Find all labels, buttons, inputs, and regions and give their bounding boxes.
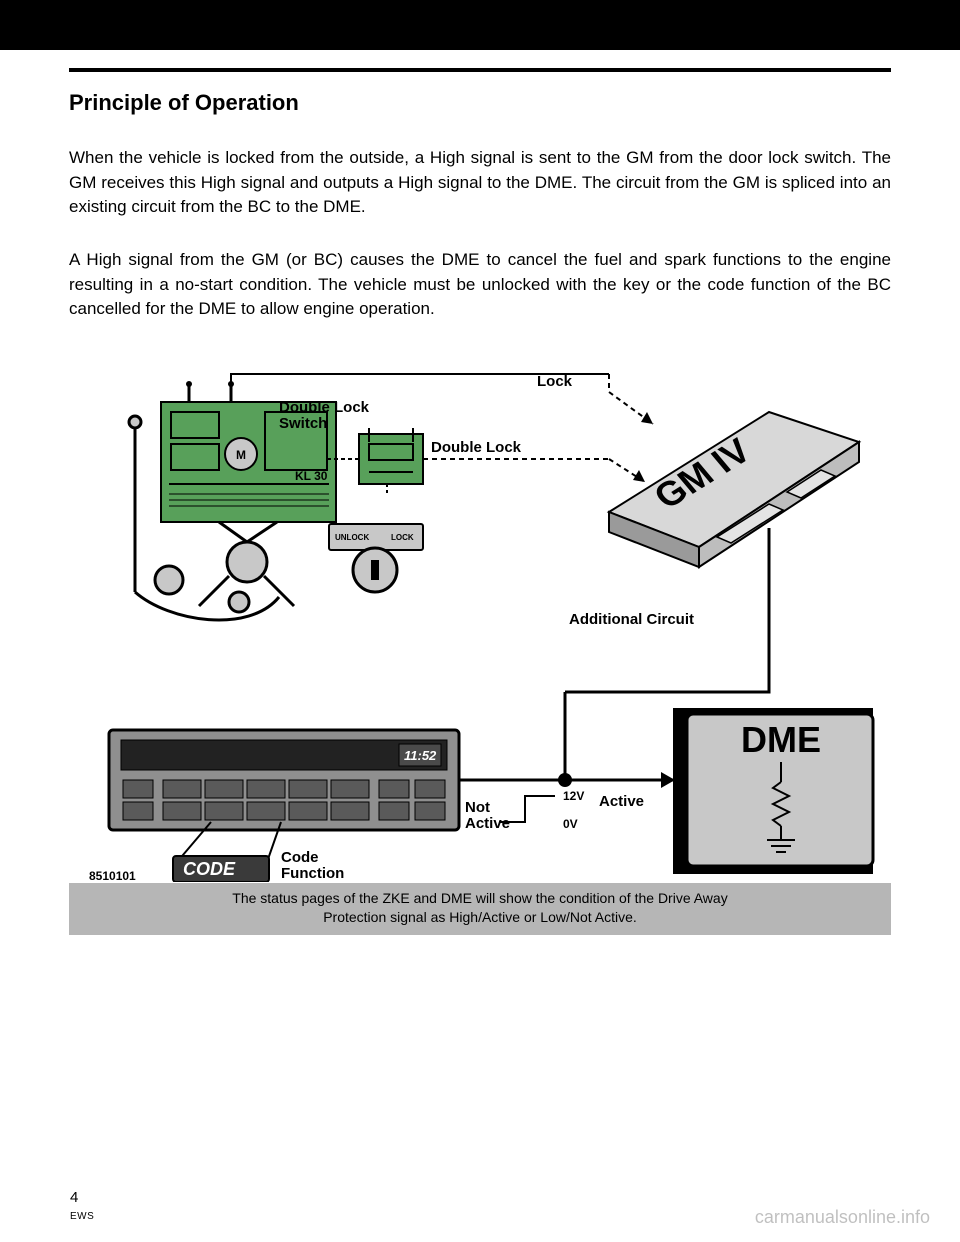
dme-label: DME [741,719,821,760]
code-badge-text: CODE [183,859,236,879]
active-label: Active [599,793,644,810]
diagram-svg: M KL 30 [69,362,891,882]
section-heading: Principle of Operation [69,90,891,116]
caption-line-1: The status pages of the ZKE and DME will… [69,889,891,908]
watermark: carmanualsonline.info [755,1207,930,1228]
v12-label: 12V [563,789,584,803]
double-lock-label: Double Lock [431,439,522,456]
figure-id: 8510101 [89,869,136,882]
content-area: Principle of Operation When the vehicle … [69,90,891,935]
not-active-2: Active [465,815,510,832]
v0-label: 0V [563,817,578,831]
svg-text:M: M [236,448,246,462]
page-number: 4 [70,1189,78,1206]
footer-code: EWS [70,1211,94,1222]
unlock-lock-switch: UNLOCK LOCK [329,524,423,592]
additional-circuit-label: Additional Circuit [569,611,694,628]
page: Principle of Operation When the vehicle … [0,0,960,1242]
svg-text:LOCK: LOCK [391,533,414,542]
paragraph-2: A High signal from the GM (or BC) causes… [69,248,891,322]
obc-unit: 11:52 [109,730,459,830]
header-rule [69,68,891,72]
diagram-caption: The status pages of the ZKE and DME will… [69,883,891,935]
not-active-1: Not [465,799,490,816]
caption-line-2: Protection signal as High/Active or Low/… [69,908,891,927]
gm-module: GM IV [609,412,859,567]
svg-text:UNLOCK: UNLOCK [335,533,369,542]
double-lock-switch-box [359,428,423,496]
double-lock-switch-label-1: Double Lock [279,399,370,416]
code-function-1: Code [281,849,319,866]
lock-label: Lock [537,373,573,390]
paragraph-1: When the vehicle is locked from the outs… [69,146,891,220]
double-lock-switch-label-2: Switch [279,415,327,432]
dme-module: DME [673,708,873,874]
obc-time: 11:52 [404,748,437,763]
code-function-2: Function [281,865,344,882]
kl30-label: KL 30 [295,469,328,483]
diagram: M KL 30 [69,362,891,935]
header-black-bar [0,0,960,50]
